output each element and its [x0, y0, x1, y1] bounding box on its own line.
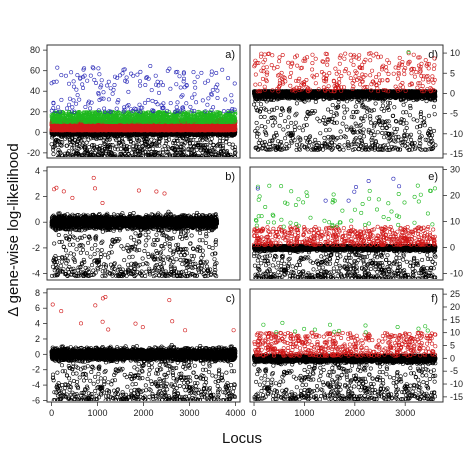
y-tick-label: 80 [30, 45, 40, 55]
y-tick-label: 20 [30, 107, 40, 117]
data-point [51, 152, 56, 157]
data-point [72, 145, 77, 150]
y-tick-label: 40 [30, 86, 40, 96]
data-point [157, 143, 162, 148]
y-tick-label: 0 [35, 127, 40, 137]
panel-label: a) [225, 49, 235, 61]
data-point [129, 150, 134, 155]
data-point [62, 154, 67, 157]
data-point [84, 140, 89, 145]
data-point [165, 150, 170, 155]
data-point [57, 155, 62, 157]
plot-frame [46, 44, 241, 159]
data-point [71, 150, 76, 155]
x-axis-title: Locus [222, 430, 262, 447]
data-point [78, 145, 83, 150]
y-axis-title: Δ gene-wise log-likelihood [5, 143, 22, 316]
data-point [227, 142, 232, 147]
y-tick-label: 60 [30, 66, 40, 76]
data-point [74, 152, 79, 157]
data-point [68, 154, 73, 157]
y-tick-label: -20 [27, 148, 40, 158]
data-point [63, 136, 68, 141]
data-point [64, 156, 68, 157]
data-point [77, 144, 82, 149]
data-point [60, 140, 65, 145]
points-layer [49, 64, 238, 157]
data-point [64, 154, 69, 157]
data-point [209, 136, 214, 141]
data-point [75, 142, 80, 147]
data-point [224, 140, 229, 145]
data-point [70, 155, 75, 157]
data-point [82, 155, 86, 157]
data-point [70, 146, 75, 151]
data-point [67, 139, 72, 144]
data-point [65, 143, 70, 148]
data-point [71, 154, 76, 157]
data-point [76, 155, 81, 157]
data-point [81, 155, 86, 157]
data-point [49, 142, 54, 147]
data-point [58, 140, 63, 145]
data-point [51, 147, 56, 152]
data-point [150, 146, 155, 151]
data-point [194, 147, 199, 152]
data-point [70, 153, 75, 157]
data-point [110, 143, 115, 148]
data-point [233, 155, 238, 157]
panel-a: a) -20 0 20 40 60 80 [27, 44, 241, 159]
data-point [60, 153, 65, 157]
